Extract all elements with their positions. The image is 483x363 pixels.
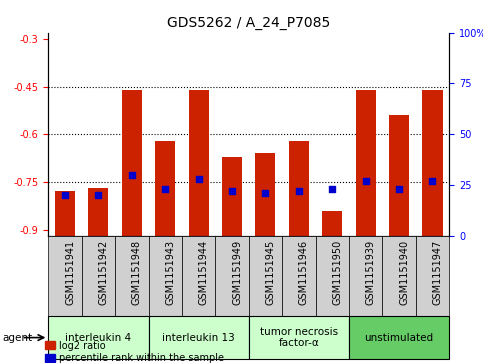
Bar xyxy=(55,192,75,236)
Bar xyxy=(389,115,409,236)
Text: GSM1151950: GSM1151950 xyxy=(332,240,342,305)
Bar xyxy=(249,316,349,359)
Point xyxy=(295,188,303,194)
Point xyxy=(228,188,236,194)
Text: GSM1151939: GSM1151939 xyxy=(366,240,376,305)
Point xyxy=(195,176,202,182)
Bar xyxy=(189,90,209,236)
Point xyxy=(61,192,69,198)
Point xyxy=(262,190,270,196)
Text: GSM1151945: GSM1151945 xyxy=(266,240,275,305)
Bar xyxy=(122,90,142,236)
Bar xyxy=(82,236,115,316)
Bar xyxy=(349,236,383,316)
Point xyxy=(161,186,169,192)
Point xyxy=(328,186,336,192)
Bar xyxy=(115,236,149,316)
Bar xyxy=(423,90,442,236)
Bar xyxy=(249,236,282,316)
Bar xyxy=(349,316,449,359)
Bar xyxy=(222,156,242,236)
Text: tumor necrosis
factor-α: tumor necrosis factor-α xyxy=(260,327,338,348)
Bar xyxy=(48,236,82,316)
Text: GSM1151943: GSM1151943 xyxy=(165,240,175,305)
Text: GSM1151944: GSM1151944 xyxy=(199,240,209,305)
Text: GSM1151940: GSM1151940 xyxy=(399,240,409,305)
Bar xyxy=(88,188,109,236)
Text: GSM1151942: GSM1151942 xyxy=(99,240,108,305)
Bar xyxy=(315,236,349,316)
Text: GSM1151948: GSM1151948 xyxy=(132,240,142,305)
Point xyxy=(95,192,102,198)
Bar xyxy=(383,236,416,316)
Bar xyxy=(256,153,275,236)
Bar xyxy=(149,236,182,316)
Bar xyxy=(215,236,249,316)
Bar xyxy=(149,316,249,359)
Bar xyxy=(182,236,215,316)
Point xyxy=(395,186,403,192)
Bar xyxy=(155,140,175,236)
Text: GSM1151941: GSM1151941 xyxy=(65,240,75,305)
Text: GSM1151947: GSM1151947 xyxy=(432,240,442,305)
Text: unstimulated: unstimulated xyxy=(365,333,434,343)
Text: GSM1151946: GSM1151946 xyxy=(299,240,309,305)
Point xyxy=(362,178,369,184)
Point xyxy=(128,172,136,178)
Text: agent: agent xyxy=(2,333,32,343)
Text: interleukin 13: interleukin 13 xyxy=(162,333,235,343)
Bar xyxy=(48,316,149,359)
Bar xyxy=(416,236,449,316)
Text: interleukin 4: interleukin 4 xyxy=(65,333,131,343)
Bar xyxy=(289,140,309,236)
Title: GDS5262 / A_24_P7085: GDS5262 / A_24_P7085 xyxy=(167,16,330,30)
Bar xyxy=(322,211,342,236)
Legend: log2 ratio, percentile rank within the sample: log2 ratio, percentile rank within the s… xyxy=(43,339,226,363)
Bar xyxy=(282,236,315,316)
Point xyxy=(428,178,436,184)
Bar xyxy=(355,90,376,236)
Text: GSM1151949: GSM1151949 xyxy=(232,240,242,305)
